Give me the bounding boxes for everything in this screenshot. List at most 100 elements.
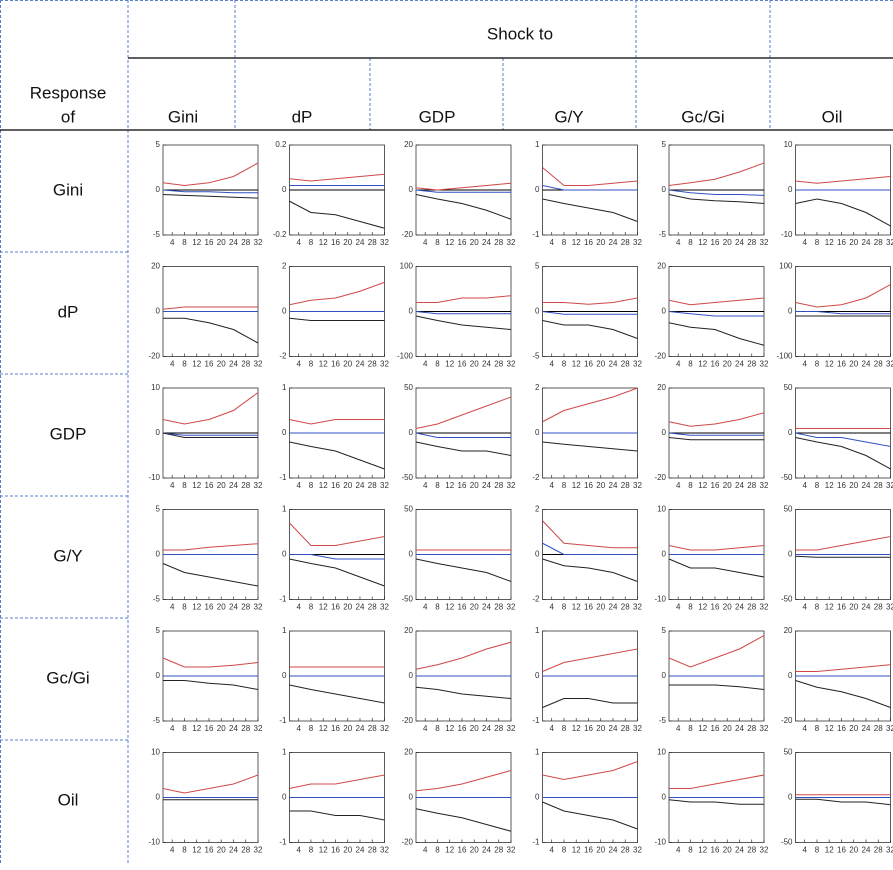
x-tick-label: 12 (192, 481, 201, 490)
x-tick-label: 28 (241, 846, 250, 855)
x-tick-label: 32 (254, 724, 263, 733)
x-tick-label: 16 (331, 481, 340, 490)
y-tick-label: 0 (409, 671, 414, 680)
x-tick-label: 24 (862, 603, 871, 612)
x-tick-label: 28 (494, 238, 503, 247)
x-tick-label: 32 (254, 846, 263, 855)
x-tick-label: 28 (241, 238, 250, 247)
y-tick-label: -1 (532, 838, 540, 847)
x-tick-label: 20 (470, 481, 479, 490)
y-tick-label: -20 (654, 473, 666, 482)
x-tick-label: 8 (309, 603, 314, 612)
x-tick-label: 8 (435, 481, 440, 490)
x-tick-label: 8 (815, 238, 820, 247)
x-tick-label: 16 (711, 846, 720, 855)
y-tick-label: 0 (156, 671, 161, 680)
x-tick-label: 20 (217, 603, 226, 612)
x-tick-label: 16 (711, 724, 720, 733)
y-tick-label: -1 (279, 595, 287, 604)
row-label: GDP (50, 424, 87, 443)
y-tick-label: -100 (397, 352, 414, 361)
x-tick-label: 4 (676, 724, 681, 733)
x-tick-label: 20 (343, 603, 352, 612)
x-tick-label: 24 (609, 724, 618, 733)
x-tick-label: 4 (802, 238, 807, 247)
x-tick-label: 32 (760, 603, 769, 612)
x-tick-label: 12 (319, 846, 328, 855)
x-tick-label: 32 (633, 481, 642, 490)
x-tick-label: 20 (596, 238, 605, 247)
x-tick-label: 32 (633, 360, 642, 369)
x-tick-label: 28 (747, 238, 756, 247)
x-tick-label: 8 (815, 724, 820, 733)
x-tick-label: 28 (494, 603, 503, 612)
x-tick-label: 20 (470, 238, 479, 247)
x-tick-label: 8 (182, 481, 187, 490)
x-tick-label: 4 (676, 238, 681, 247)
x-tick-label: 28 (241, 724, 250, 733)
irf-chart: -2002048121620242832 (401, 140, 516, 247)
y-tick-label: -20 (148, 352, 160, 361)
x-tick-label: 8 (688, 724, 693, 733)
x-tick-label: 12 (825, 481, 834, 490)
irf-chart: -1001048121620242832 (654, 748, 769, 855)
x-tick-label: 20 (596, 481, 605, 490)
y-tick-label: 0 (282, 307, 287, 316)
irf-chart: -2002048121620242832 (148, 262, 263, 369)
x-tick-label: 8 (815, 360, 820, 369)
x-tick-label: 12 (825, 360, 834, 369)
x-tick-label: 24 (229, 238, 238, 247)
y-tick-label: 1 (535, 140, 540, 149)
x-tick-label: 24 (735, 481, 744, 490)
x-tick-label: 4 (423, 360, 428, 369)
x-tick-label: 20 (723, 238, 732, 247)
x-tick-label: 28 (621, 603, 630, 612)
x-tick-label: 16 (837, 481, 846, 490)
y-tick-label: 0 (535, 307, 540, 316)
irf-chart: -5005048121620242832 (781, 383, 893, 490)
x-tick-label: 16 (458, 360, 467, 369)
x-tick-label: 12 (192, 724, 201, 733)
x-tick-label: 28 (368, 724, 377, 733)
x-tick-label: 20 (343, 238, 352, 247)
x-tick-label: 12 (192, 846, 201, 855)
x-tick-label: 20 (596, 603, 605, 612)
x-tick-label: 32 (254, 603, 263, 612)
x-tick-label: 32 (886, 238, 893, 247)
x-tick-label: 4 (802, 360, 807, 369)
x-tick-label: 8 (688, 846, 693, 855)
x-tick-label: 4 (676, 360, 681, 369)
x-tick-label: 8 (435, 603, 440, 612)
x-tick-label: 32 (633, 238, 642, 247)
y-tick-label: 20 (657, 383, 666, 392)
y-tick-label: -10 (654, 838, 666, 847)
x-tick-label: 12 (192, 360, 201, 369)
x-tick-label: 16 (331, 724, 340, 733)
x-tick-label: 8 (309, 481, 314, 490)
x-tick-label: 4 (170, 846, 175, 855)
irf-chart: -50548121620242832 (659, 140, 769, 247)
x-tick-label: 20 (849, 238, 858, 247)
x-tick-label: 20 (723, 724, 732, 733)
y-tick-label: 10 (784, 140, 793, 149)
x-tick-label: 16 (837, 603, 846, 612)
x-tick-label: 24 (862, 360, 871, 369)
x-tick-label: 16 (205, 724, 214, 733)
y-tick-label: 0 (409, 428, 414, 437)
x-tick-label: 20 (343, 481, 352, 490)
y-tick-label: 0 (662, 550, 667, 559)
x-tick-label: 20 (343, 846, 352, 855)
x-tick-label: 20 (217, 846, 226, 855)
x-tick-label: 24 (229, 846, 238, 855)
x-tick-label: 4 (802, 603, 807, 612)
column-label: Gini (168, 107, 198, 126)
y-tick-label: 1 (282, 626, 287, 635)
y-tick-label: -1 (532, 716, 540, 725)
y-tick-label: 20 (404, 626, 413, 635)
x-tick-label: 32 (254, 238, 263, 247)
x-tick-label: 20 (849, 603, 858, 612)
x-tick-label: 4 (549, 724, 554, 733)
x-tick-label: 8 (688, 603, 693, 612)
y-tick-label: 5 (662, 626, 667, 635)
x-tick-label: 12 (319, 603, 328, 612)
